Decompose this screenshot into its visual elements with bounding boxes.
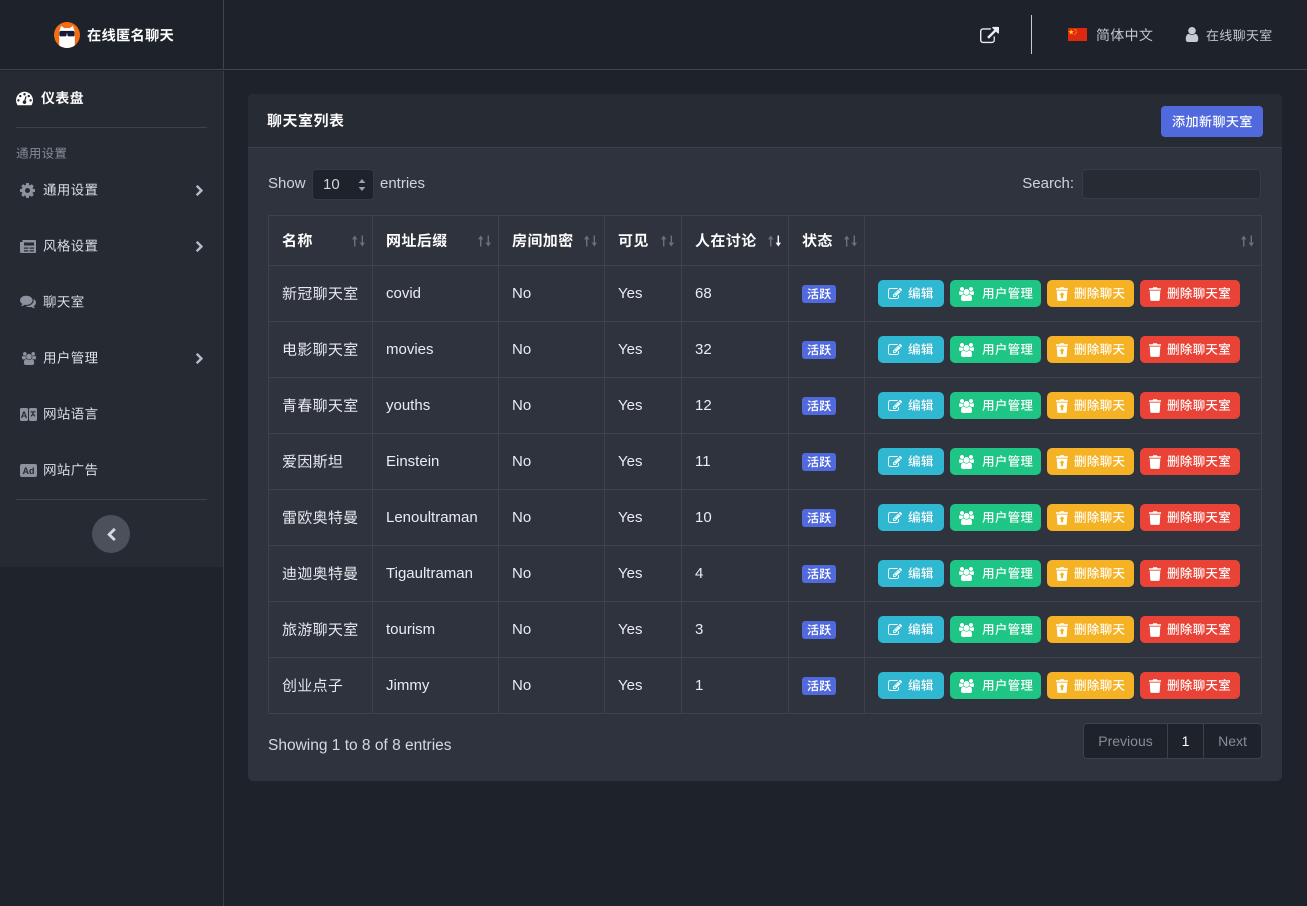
svg-text:A: A [21, 410, 28, 420]
svg-text:Ad: Ad [23, 466, 35, 476]
